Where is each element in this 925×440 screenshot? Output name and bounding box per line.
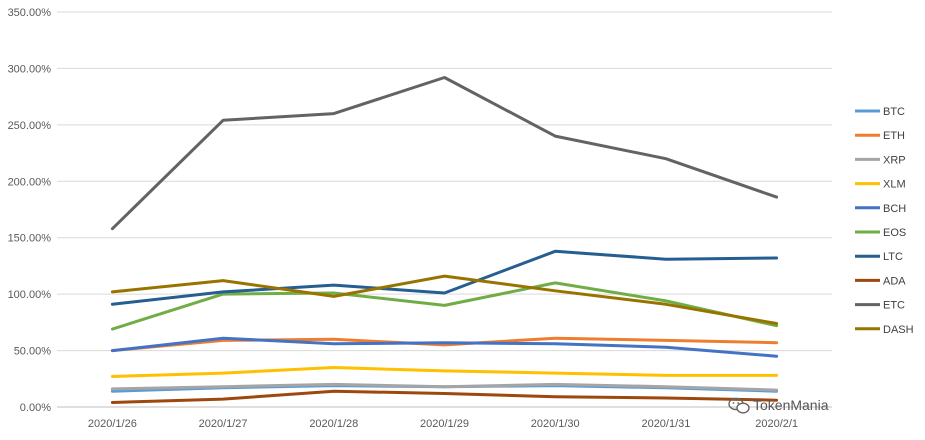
series-line-ltc [110,249,779,306]
y-tick-label: 300.00% [8,63,52,75]
series-lines [110,76,779,404]
legend-label-ltc: LTC [883,251,903,263]
legend: BTC ETH XRP XLM BCH EOS LTC ADA ETC DASH [855,106,914,336]
legend-label-dash: DASH [883,324,914,336]
x-tick-label: 2020/1/27 [199,418,248,430]
series-line-eos [110,281,779,331]
x-tick-label: 2020/1/29 [420,418,469,430]
y-tick-label: 250.00% [8,120,52,132]
legend-label-bch: BCH [883,203,906,215]
x-tick-label: 2020/1/30 [531,418,580,430]
x-axis-ticks: 2020/1/26 2020/1/27 2020/1/28 2020/1/29 2020… [88,418,798,430]
series-line-eth [110,336,779,353]
y-tick-label: 350.00% [8,7,52,19]
x-tick-label: 2020/1/26 [88,418,137,430]
x-tick-label: 2020/1/31 [641,418,690,430]
legend-label-xrp: XRP [883,154,906,166]
y-tick-label: 100.00% [8,289,52,301]
legend-label-ada: ADA [883,275,906,287]
x-tick-label: 2020/2/1 [755,418,798,430]
legend-label-eos: EOS [883,227,906,239]
legend-label-eth: ETH [883,130,905,142]
series-line-bch [110,336,779,358]
y-tick-label: 150.00% [8,233,52,245]
series-line-xlm [110,366,779,378]
wechat-icon [728,397,750,414]
y-tick-label: 50.00% [14,346,52,358]
y-tick-label: 200.00% [8,176,52,188]
series-line-etc [110,76,779,231]
series-line-ada [110,389,779,404]
watermark: TokenMania [728,397,829,414]
legend-label-xlm: XLM [883,179,906,191]
y-axis-ticks: 0.00% 50.00% 100.00% 150.00% 200.00% 250.00% 3… [8,7,52,414]
y-tick-label: 0.00% [20,402,51,414]
series-line-dash [110,274,779,325]
gridlines [57,11,832,408]
legend-label-etc: ETC [883,300,905,312]
x-tick-label: 2020/1/28 [309,418,358,430]
watermark-text: TokenMania [753,397,829,413]
series-line-xrp [110,382,779,392]
legend-label-btc: BTC [883,106,905,118]
